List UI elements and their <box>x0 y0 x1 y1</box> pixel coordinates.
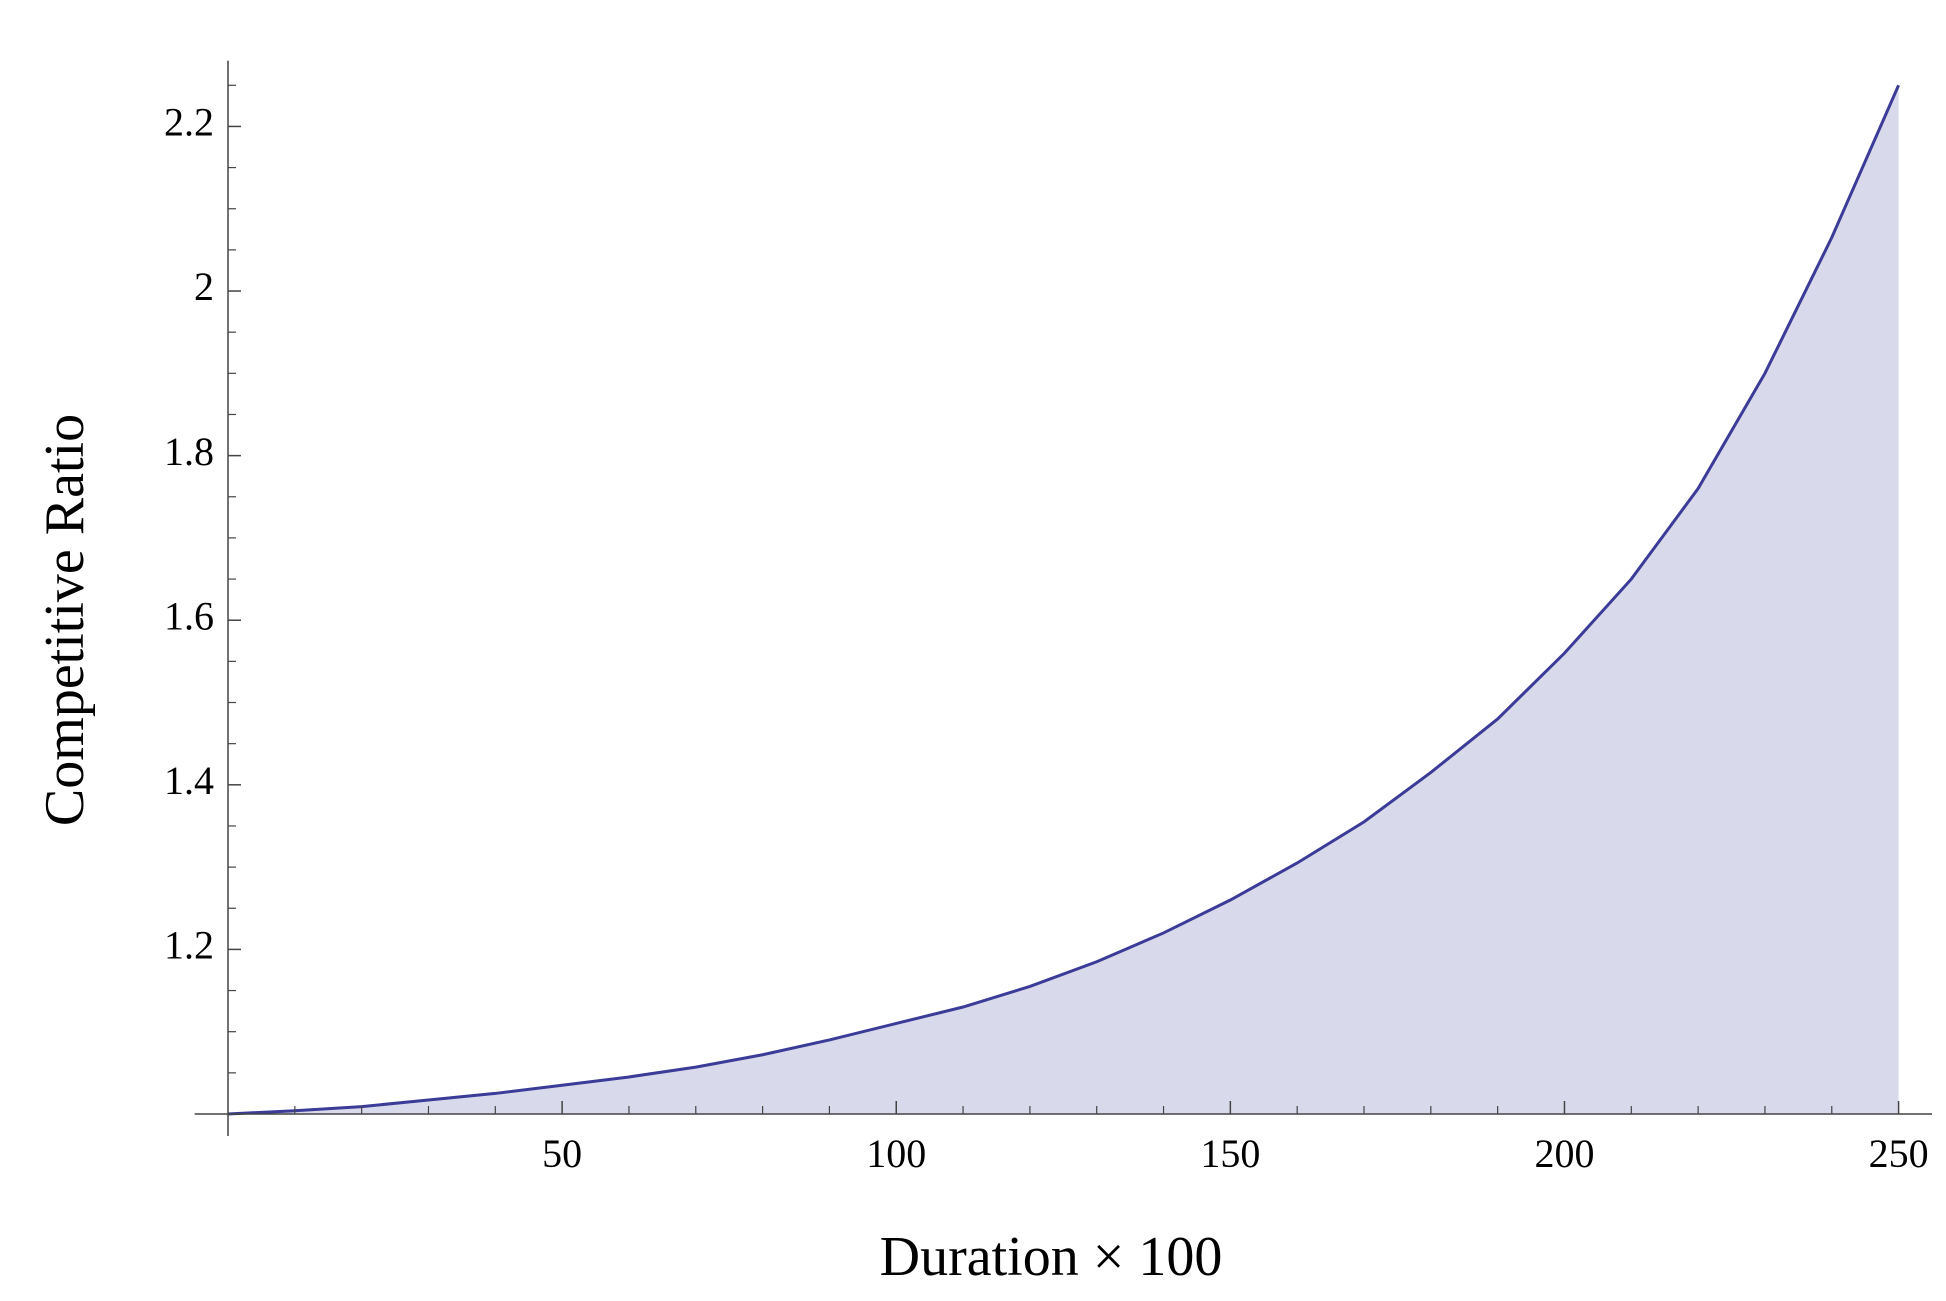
line <box>227 84 1900 1116</box>
y-tick-label: 2.2 <box>164 100 214 145</box>
y-tick-label: 1.4 <box>164 758 214 803</box>
x-tick-label: 150 <box>1200 1131 1260 1176</box>
area-fill <box>228 85 1899 1114</box>
x-tick-label: 250 <box>1869 1131 1929 1176</box>
y-axis-title: Competitive Ratio <box>34 414 96 826</box>
y-tick-label: 1.6 <box>164 593 214 638</box>
x-tick-label: 50 <box>542 1131 582 1176</box>
y-tick-label: 2 <box>194 264 214 309</box>
x-axis-title: Duration × 100 <box>880 1226 1223 1288</box>
x-tick-label: 100 <box>866 1131 926 1176</box>
x-tick-label: 200 <box>1534 1131 1594 1176</box>
y-tick-label: 1.2 <box>164 923 214 968</box>
y-tick-label: 1.8 <box>164 429 214 474</box>
